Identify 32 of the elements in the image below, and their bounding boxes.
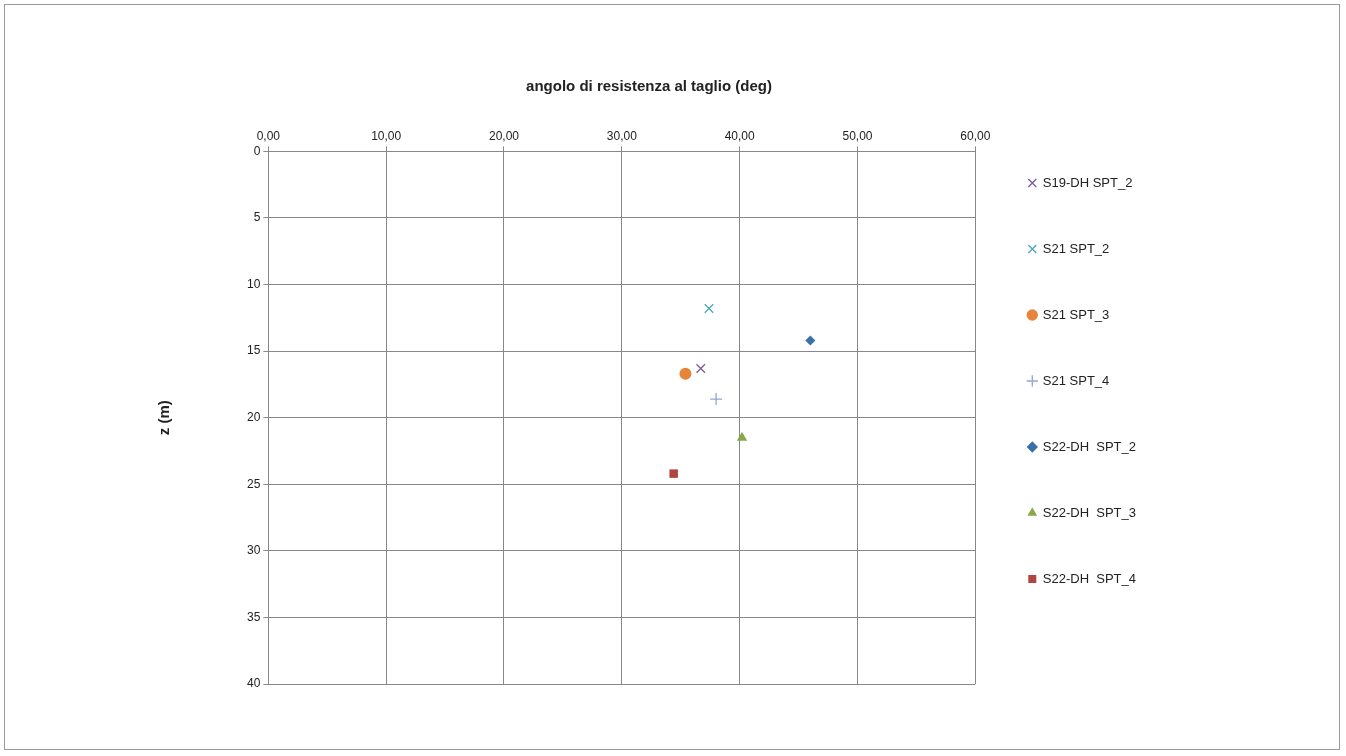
point bbox=[695, 363, 706, 374]
legend-label: S19-DH SPT_2 bbox=[1042, 174, 1133, 190]
y-tick-label: 35 bbox=[246, 609, 261, 624]
x-tick-label: 60,00 bbox=[960, 128, 991, 143]
point bbox=[709, 392, 723, 406]
y-tick-label: 40 bbox=[246, 676, 261, 691]
point bbox=[679, 367, 692, 380]
x-tick-label: 30,00 bbox=[606, 128, 638, 143]
y-axis-title: z (m) bbox=[155, 400, 173, 436]
legend-label: S22-DH SPT_3 bbox=[1042, 504, 1136, 520]
x-tick-label: 40,00 bbox=[724, 128, 755, 143]
point bbox=[704, 303, 714, 314]
legend-label: S21 SPT_2 bbox=[1042, 240, 1110, 256]
y-tick-label: 10 bbox=[246, 276, 261, 291]
chart-title: angolo di resistenza al taglio (deg) bbox=[526, 77, 772, 95]
point bbox=[736, 431, 748, 441]
y-tick-label: 20 bbox=[246, 410, 261, 425]
x-tick-label: 10,00 bbox=[371, 128, 402, 143]
point bbox=[669, 469, 678, 478]
y-tick-label: 15 bbox=[246, 343, 261, 358]
x-tick-label: 0,00 bbox=[256, 128, 281, 143]
y-tick-label: 5 bbox=[253, 210, 261, 225]
y-tick-label: 0 bbox=[253, 143, 261, 158]
point bbox=[805, 335, 816, 346]
legend-label: S21 SPT_3 bbox=[1042, 306, 1110, 322]
x-tick-label: 50,00 bbox=[842, 128, 873, 143]
legend-label: S22-DH SPT_2 bbox=[1042, 438, 1136, 454]
y-tick-label: 30 bbox=[246, 543, 261, 558]
legend-label: S21 SPT_4 bbox=[1042, 372, 1110, 388]
x-tick-label: 20,00 bbox=[488, 128, 520, 143]
y-tick-label: 25 bbox=[246, 476, 261, 491]
legend-label: S22-DH SPT_4 bbox=[1042, 570, 1136, 586]
